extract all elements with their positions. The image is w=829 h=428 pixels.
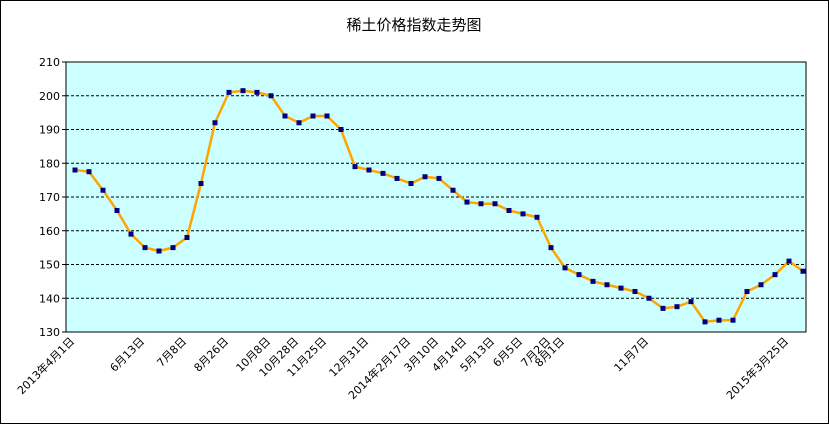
point-marker [128, 231, 134, 237]
point-marker [562, 265, 568, 271]
y-tick-label: 200 [39, 90, 60, 103]
point-marker [716, 317, 722, 323]
point-marker [86, 169, 92, 175]
point-marker [632, 289, 638, 294]
point-marker [394, 175, 400, 181]
point-marker [702, 319, 708, 325]
point-marker [142, 245, 148, 251]
point-marker [674, 304, 680, 310]
point-marker [380, 170, 386, 176]
point-marker [450, 187, 456, 193]
chart-title: 稀土价格指数走势图 [346, 16, 481, 34]
point-marker [324, 113, 330, 119]
point-marker [72, 167, 78, 173]
point-marker [240, 88, 246, 94]
point-marker [226, 89, 232, 95]
y-tick-label: 190 [39, 124, 60, 137]
point-marker [408, 181, 414, 186]
point-marker [114, 208, 120, 213]
point-marker [464, 199, 470, 205]
y-tick-label: 170 [39, 191, 60, 204]
y-tick-label: 180 [39, 157, 60, 170]
point-marker [786, 258, 792, 264]
point-marker [198, 181, 204, 186]
point-marker [506, 208, 512, 213]
point-marker [758, 282, 764, 288]
point-marker [268, 93, 274, 99]
point-marker [478, 201, 484, 207]
point-marker [310, 113, 316, 119]
point-marker [660, 305, 666, 311]
point-marker [520, 211, 526, 217]
point-marker [170, 245, 176, 251]
point-marker [352, 164, 358, 170]
y-tick-label: 140 [39, 292, 60, 305]
point-marker [254, 89, 260, 95]
point-marker [422, 174, 428, 180]
point-marker [100, 187, 106, 193]
point-marker [366, 167, 372, 173]
point-marker [156, 248, 162, 254]
point-marker [576, 272, 582, 278]
point-marker [772, 272, 778, 278]
point-marker [646, 295, 652, 301]
point-marker [548, 245, 554, 251]
point-marker [590, 278, 596, 284]
point-marker [296, 120, 302, 126]
y-tick-label: 130 [39, 326, 60, 339]
point-marker [688, 299, 694, 305]
y-tick-label: 160 [39, 225, 60, 238]
point-marker [492, 201, 498, 207]
y-tick-label: 210 [39, 56, 60, 69]
point-marker [282, 113, 288, 119]
point-marker [604, 282, 610, 288]
point-marker [800, 268, 806, 274]
point-marker [744, 289, 750, 294]
point-marker [436, 175, 442, 181]
point-marker [534, 214, 540, 220]
point-marker [618, 285, 624, 291]
point-marker [184, 235, 190, 240]
point-marker [212, 120, 218, 126]
y-tick-label: 150 [39, 259, 60, 272]
point-marker [338, 127, 344, 132]
point-marker [730, 317, 736, 323]
